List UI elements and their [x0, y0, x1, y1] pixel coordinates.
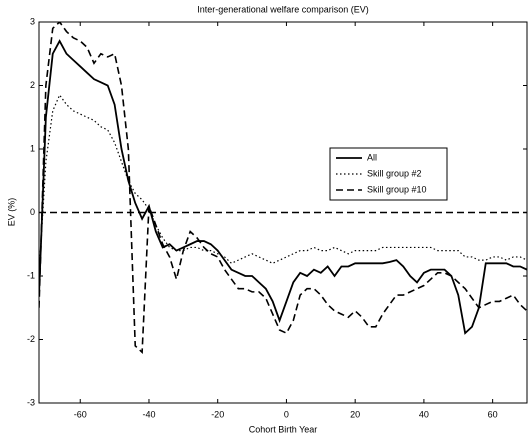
legend-label: Skill group #2 — [367, 168, 422, 178]
y-tick-label: -3 — [27, 397, 35, 407]
legend-label: Skill group #10 — [367, 184, 427, 194]
y-tick-label: 2 — [30, 80, 35, 90]
x-tick-label: -40 — [142, 409, 155, 419]
x-tick-label: -60 — [74, 409, 87, 419]
y-tick-label: 0 — [30, 207, 35, 217]
y-tick-label: -2 — [27, 334, 35, 344]
legend: All Skill group #2 Skill group #10 — [329, 147, 448, 201]
y-tick-label: 3 — [30, 16, 35, 26]
series-line — [39, 93, 527, 277]
y-tick-label: -1 — [27, 270, 35, 280]
y-tick-label: 1 — [30, 143, 35, 153]
series-line — [39, 22, 527, 354]
x-axis-label: Cohort Birth Year — [249, 424, 318, 434]
legend-label: All — [367, 152, 377, 162]
series-line — [39, 39, 527, 335]
x-tick-label: -20 — [211, 409, 224, 419]
x-tick-label: 0 — [284, 409, 289, 419]
x-tick-label: 40 — [419, 409, 429, 419]
chart-title: Inter-generational welfare comparison (E… — [197, 4, 369, 14]
x-tick-label: 20 — [350, 409, 360, 419]
x-tick-label: 60 — [488, 409, 498, 419]
y-axis-label: EV (%) — [6, 198, 16, 227]
